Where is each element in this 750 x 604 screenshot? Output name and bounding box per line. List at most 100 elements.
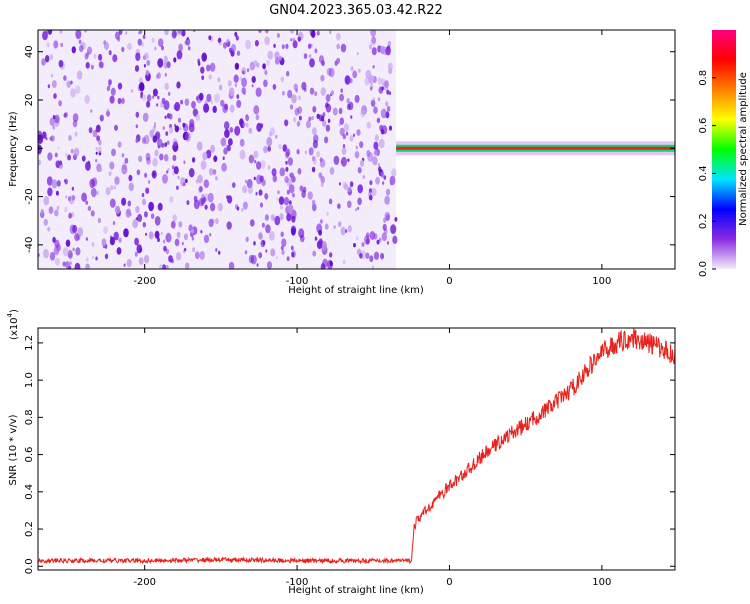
noise-blob	[215, 176, 218, 181]
snr-scale-note: (x104)	[6, 309, 20, 340]
noise-blob	[85, 200, 88, 205]
noise-blob	[378, 166, 382, 172]
noise-blob	[164, 83, 169, 90]
noise-blob	[210, 100, 213, 104]
noise-blob	[272, 174, 278, 183]
noise-blob	[68, 252, 73, 260]
noise-blob	[141, 137, 147, 144]
noise-blob	[157, 95, 160, 100]
noise-blob	[130, 89, 134, 93]
noise-blob	[281, 249, 285, 255]
noise-blob	[151, 170, 157, 179]
noise-blob	[53, 40, 59, 49]
noise-blob	[75, 85, 81, 94]
noise-blob	[51, 179, 58, 189]
noise-blob	[49, 251, 56, 261]
snr-frame	[37, 327, 676, 571]
noise-blob	[154, 216, 161, 226]
noise-blob	[328, 198, 333, 205]
noise-blob	[191, 100, 196, 109]
noise-blob	[68, 265, 72, 269]
noise-blob	[198, 186, 203, 193]
noise-blob	[387, 40, 392, 47]
noise-blob	[164, 142, 168, 147]
noise-blob	[143, 254, 150, 264]
snr-scale-prefix: (x10	[9, 317, 20, 340]
noise-blob	[116, 247, 122, 255]
noise-blob	[382, 223, 387, 231]
noise-blob	[46, 176, 53, 186]
noise-blob	[241, 77, 248, 88]
noise-blob	[87, 46, 92, 55]
noise-blob	[264, 214, 269, 221]
noise-blob	[312, 106, 317, 113]
noise-blob	[104, 253, 109, 260]
noise-blob	[297, 168, 302, 175]
noise-blob	[311, 127, 317, 136]
noise-blob	[146, 59, 150, 66]
noise-blob	[311, 115, 314, 121]
noise-blob	[303, 87, 307, 93]
noise-blob	[347, 225, 352, 233]
noise-blob	[128, 174, 133, 182]
noise-blob	[93, 54, 97, 59]
noise-blob	[121, 46, 125, 53]
noise-blob	[166, 61, 171, 69]
noise-blob	[380, 128, 385, 135]
noise-blob	[370, 99, 376, 108]
noise-blob	[56, 180, 61, 187]
noise-blob	[63, 112, 67, 118]
noise-blob	[150, 213, 155, 219]
noise-blob	[234, 83, 238, 88]
noise-blob	[313, 134, 319, 144]
noise-blob	[305, 120, 311, 129]
noise-blob	[311, 166, 316, 173]
noise-blob	[188, 168, 195, 178]
noise-blob	[197, 61, 201, 66]
noise-blob	[255, 87, 262, 97]
noise-blob	[234, 62, 240, 70]
noise-blob	[336, 32, 341, 41]
noise-blob	[161, 97, 166, 104]
noise-blob	[163, 245, 167, 252]
noise-blob	[386, 89, 390, 95]
noise-blob	[127, 42, 132, 51]
noise-blob	[127, 200, 132, 207]
noise-blob	[87, 205, 92, 212]
noise-blob	[372, 97, 376, 101]
noise-blob	[258, 30, 262, 34]
noise-blob	[187, 46, 191, 51]
noise-blob	[292, 193, 295, 198]
noise-blob	[378, 237, 382, 243]
noise-blob	[157, 138, 163, 148]
noise-blob	[54, 239, 60, 248]
noise-blob	[96, 190, 100, 196]
noise-blob	[381, 78, 386, 86]
noise-blob	[385, 214, 390, 221]
noise-blob	[145, 152, 151, 161]
noise-blob	[95, 128, 99, 133]
y-tick-label: 20	[24, 94, 35, 107]
noise-blob	[208, 35, 212, 40]
noise-blob	[371, 36, 377, 44]
noise-blob	[148, 231, 154, 240]
noise-blob	[66, 80, 71, 88]
noise-blob	[106, 110, 110, 117]
noise-blob	[164, 72, 167, 77]
noise-blob	[392, 235, 398, 244]
noise-blob	[290, 245, 294, 251]
spectrogram-x-label: Height of straight line (km)	[288, 285, 424, 296]
noise-blob	[152, 88, 158, 97]
noise-blob	[42, 30, 48, 41]
noise-blob	[168, 255, 173, 263]
noise-blob	[372, 65, 375, 69]
noise-blob	[43, 218, 48, 226]
noise-blob	[310, 43, 313, 48]
noise-blob	[288, 200, 292, 205]
noise-blob	[55, 190, 59, 196]
noise-blob	[145, 187, 150, 194]
noise-blob	[135, 52, 141, 61]
noise-blob	[138, 155, 143, 162]
noise-blob	[318, 172, 323, 179]
